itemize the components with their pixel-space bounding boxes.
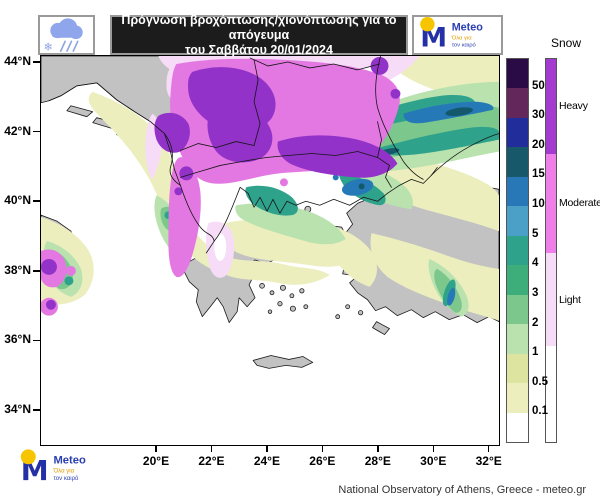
- cloud-snowflake-rain-icon: ❄: [44, 18, 83, 53]
- meteo-logo-text: Meteo: [451, 22, 483, 34]
- lon-tick: [210, 446, 213, 452]
- precip-threshold-label: 5: [532, 227, 539, 240]
- forecast-title-banner: Πρόγνωση βροχόπτωσης/χιονόπτωσης για το …: [110, 12, 408, 57]
- lat-label: 40°N: [4, 193, 31, 208]
- snow-color-segment: [546, 345, 556, 442]
- forecast-title-line2: του Σαββάτου 20/01/2024: [185, 42, 333, 57]
- precip-color-segment: [507, 412, 528, 443]
- precip-color-segment: [507, 324, 528, 354]
- snow-category-label: Moderate: [559, 197, 600, 209]
- snow-legend-title: Snow: [551, 36, 582, 50]
- lon-tick: [487, 446, 490, 452]
- precip-threshold-label: 50: [532, 79, 545, 92]
- lon-label: 26°E: [309, 454, 336, 468]
- precip-color-segment: [507, 206, 528, 236]
- precip-threshold-label: 4: [532, 257, 539, 270]
- precip-color-segment: [507, 117, 528, 148]
- precip-threshold-label: 20: [532, 138, 545, 151]
- precip-threshold-label: 10: [532, 198, 545, 211]
- snow-color-segment: [546, 153, 556, 253]
- lat-tick: [33, 130, 40, 133]
- meteo-tagline-1: Όλα για: [52, 469, 74, 475]
- precip-color-segment: [507, 59, 528, 89]
- lon-label: 20°E: [142, 454, 170, 468]
- meteo-logo: M Meteo Όλα για τον καιρό: [419, 17, 483, 53]
- precip-color-segment: [507, 265, 528, 295]
- precip-color-segment: [507, 294, 528, 325]
- lon-label: 22°E: [198, 454, 225, 468]
- lon-tick: [155, 446, 157, 452]
- lat-label: 42°N: [4, 123, 31, 138]
- lat-label: 38°N: [4, 262, 31, 277]
- lat-label: 44°N: [4, 54, 31, 68]
- precipitation-icon-box: ❄: [38, 15, 95, 55]
- lon-tick: [321, 446, 324, 452]
- meteo-logo-box: M Meteo Όλα για τον καιρό: [412, 15, 503, 55]
- forecast-map-frame: [40, 55, 500, 446]
- lat-tick: [33, 339, 40, 342]
- lat-tick: [33, 409, 40, 411]
- snow-color-segment: [546, 252, 556, 346]
- precip-color-segment: [507, 353, 528, 384]
- snow-category-label: Heavy: [559, 99, 588, 112]
- snow-color-segment: [546, 59, 556, 154]
- lat-label: 34°N: [4, 402, 31, 416]
- meteo-logo-bottom: M Meteo Όλα για τον καιρό: [18, 449, 102, 492]
- precip-color-segment: [507, 88, 528, 118]
- precip-threshold-label: 2: [532, 316, 539, 329]
- precip-color-segment: [507, 147, 528, 177]
- meteo-tagline-2: τον καιρό: [451, 42, 475, 49]
- precip-color-segment: [507, 176, 528, 207]
- meteo-logo-text: Meteo: [53, 454, 85, 466]
- lon-tick: [377, 446, 379, 452]
- precip-color-segment: [507, 383, 528, 413]
- lon-tick: [432, 446, 434, 452]
- lon-label: 24°E: [253, 454, 280, 468]
- attribution-text: National Observatory of Athens, Greece -…: [338, 484, 586, 496]
- meteo-tagline-1: Όλα για: [450, 36, 472, 42]
- precip-threshold-label: 0.5: [532, 375, 548, 388]
- lon-label: 28°E: [364, 454, 391, 468]
- lat-label: 36°N: [4, 332, 31, 347]
- lon-label: 30°E: [420, 454, 447, 468]
- lat-tick: [33, 61, 40, 63]
- meteo-tagline-2: τον καιρό: [53, 475, 79, 482]
- forecast-map: [41, 56, 499, 445]
- precip-threshold-label: 3: [532, 286, 539, 299]
- precip-threshold-label: 0.1: [532, 405, 548, 418]
- svg-text:❄: ❄: [44, 40, 53, 53]
- precip-threshold-label: 15: [532, 168, 545, 181]
- lat-tick: [33, 200, 40, 202]
- lon-tick: [266, 446, 268, 452]
- precipitation-colorbar: [506, 58, 529, 443]
- forecast-title-line1: Πρόγνωση βροχόπτωσης/χιονόπτωσης για το …: [121, 12, 397, 42]
- snow-category-label: Light: [559, 293, 581, 306]
- lat-tick: [33, 270, 40, 272]
- precip-color-segment: [507, 235, 528, 266]
- precip-threshold-label: 1: [532, 346, 539, 359]
- precip-threshold-label: 30: [532, 109, 545, 122]
- snow-colorbar: [545, 58, 557, 443]
- lon-label: 32°E: [475, 454, 502, 468]
